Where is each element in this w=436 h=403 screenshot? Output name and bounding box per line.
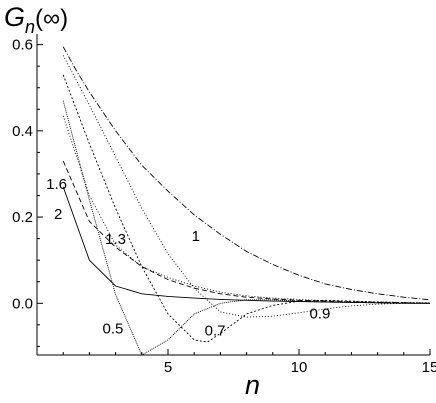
series-label-0.7: 0.7 [205,323,226,340]
series-line-0.7 [62,74,431,343]
series-label-1.6: 1.6 [46,176,67,193]
series-label-1.3: 1.3 [105,231,126,248]
y-axis-title: Gn(∞) [4,2,68,37]
x-tick-label: 10 [291,359,308,376]
x-tick-label: 15 [422,359,436,376]
y-tick-label: 0.6 [12,37,33,54]
series-line-1.6 [62,160,431,304]
series-line-0.9 [62,55,430,318]
axes: 0.6 0.4 0.2 0.0 5 10 15 [12,34,436,376]
y-tick-label: 0.2 [12,209,33,226]
series-labels: 1 0.9 0.7 0.5 1.3 1.6 2 [46,176,330,340]
series-label-0.9: 0.9 [309,305,330,322]
series-line-2 [62,186,430,304]
y-axis-title-sub: n [25,17,35,37]
y-tick-label: 0.0 [12,295,33,312]
series-group [62,46,431,356]
y-axis-title-main: G [4,2,25,32]
series-label-2: 2 [54,206,62,223]
series-line-1.3 [62,115,431,304]
x-axis-title: n [245,370,260,400]
series-line-1 [62,46,431,301]
x-tick-label: 5 [164,359,172,376]
series-label-0.5: 0.5 [103,320,124,337]
series-line-0.5 [62,100,431,356]
y-axis-title-rest: (∞) [35,5,68,32]
y-tick-label: 0.4 [12,123,33,140]
series-label-1: 1 [192,228,200,245]
